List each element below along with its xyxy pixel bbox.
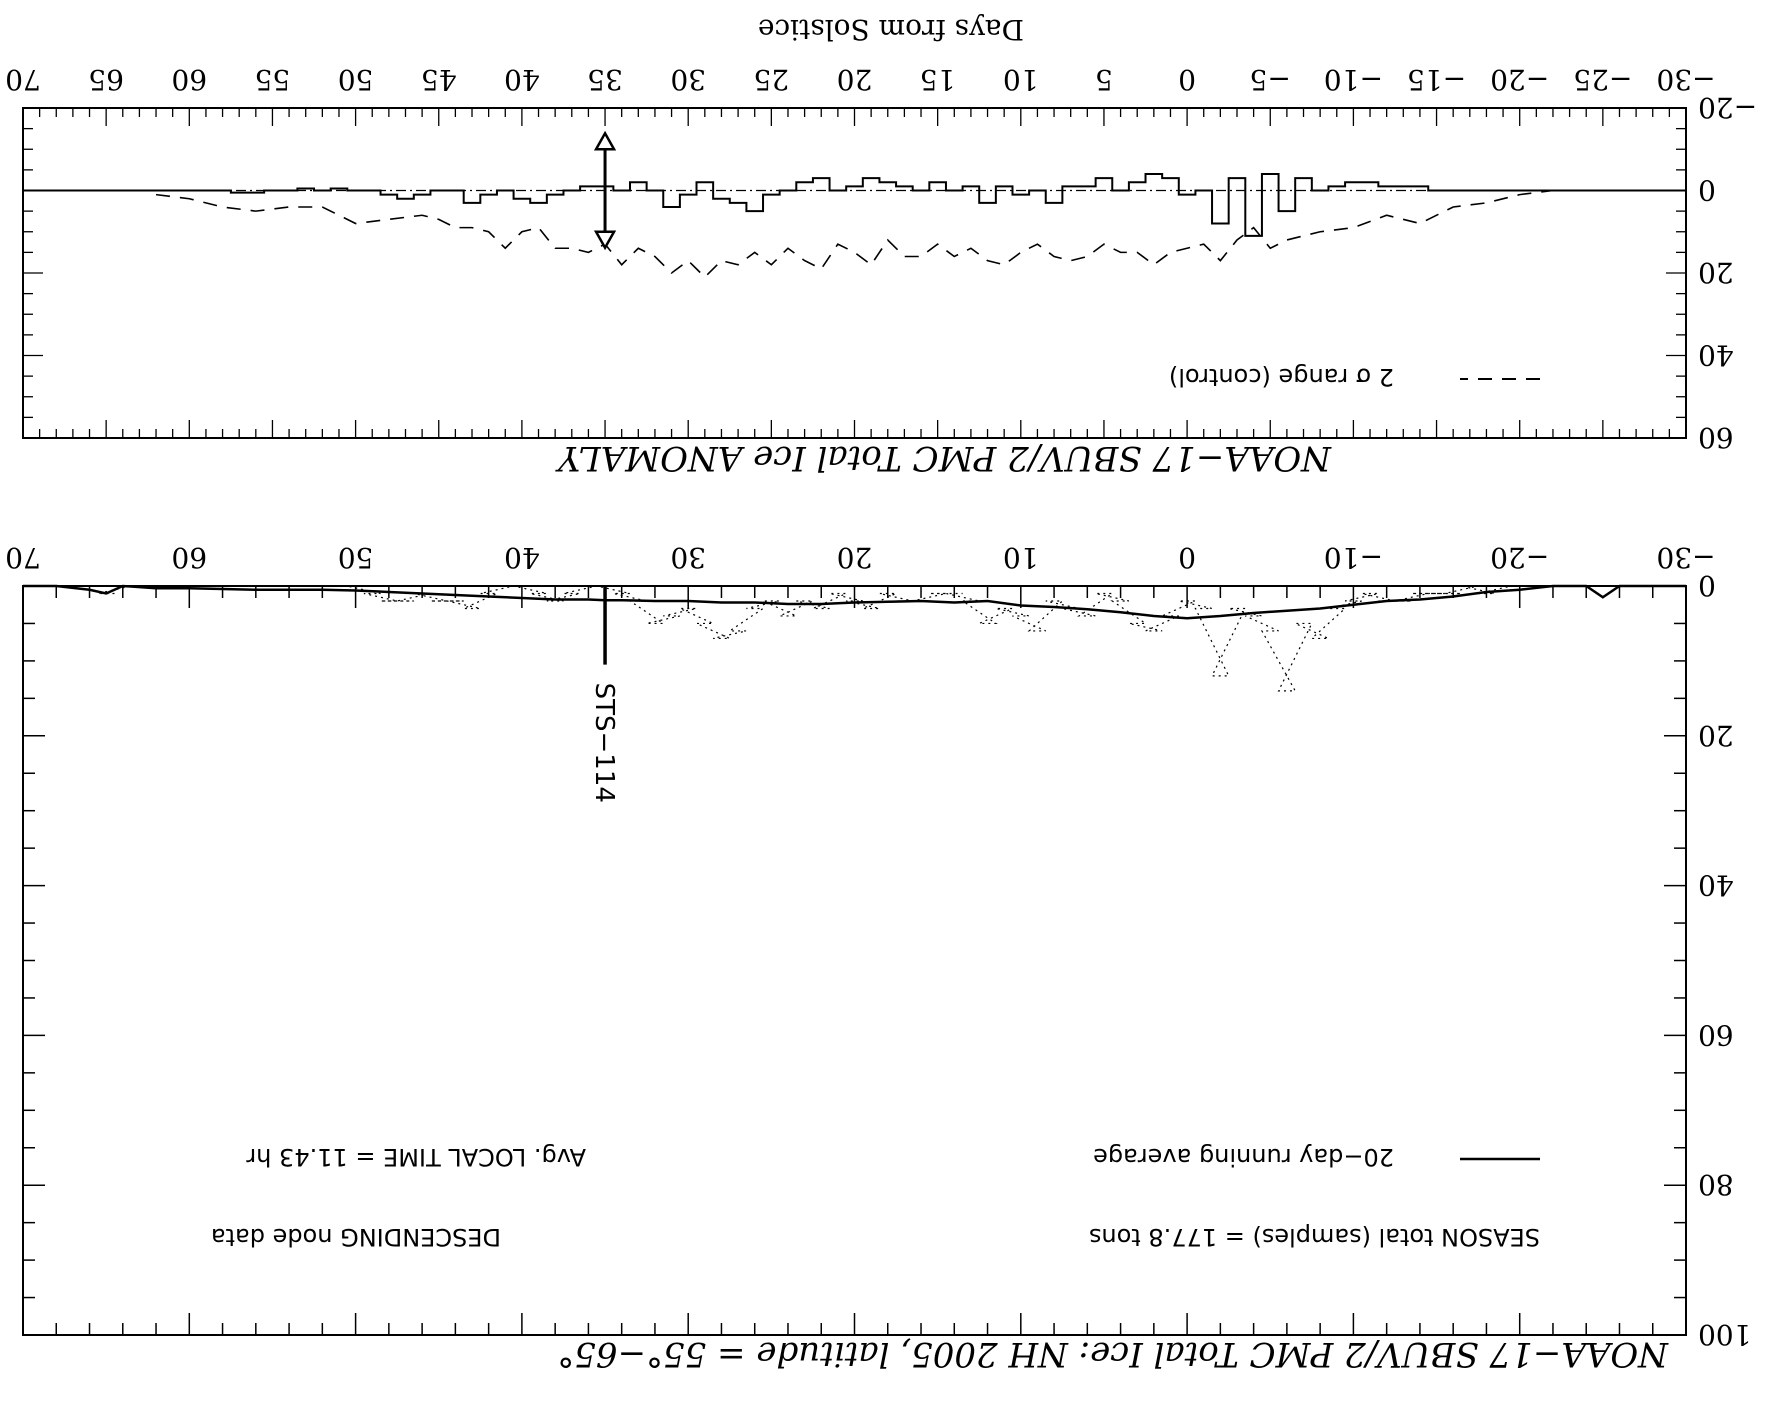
anomaly-x-tick-label: 55 (255, 63, 291, 96)
anomaly-x-tick-label: −25 (1573, 63, 1632, 96)
anomaly-x-tick-label: 15 (920, 63, 956, 96)
anomaly-x-tick-label: 35 (587, 63, 623, 96)
anomaly-x-tick-label: 45 (421, 63, 457, 96)
main-y-tick-label: 0 (1698, 569, 1716, 602)
anomaly-y-tick-label: 60 (1698, 421, 1734, 454)
main-y-tick-label: 80 (1698, 1168, 1734, 1201)
anomaly-x-tick-label: −10 (1324, 63, 1383, 96)
running-average-line (23, 584, 1686, 620)
anomaly-x-tick-label: 5 (1095, 63, 1113, 96)
anomaly-marker-triangle-bottom (593, 230, 617, 251)
main-x-tick-label: 10 (1003, 541, 1039, 574)
anomaly-y-tick-label: −20 (1698, 91, 1757, 124)
main-x-tick-label: 30 (670, 541, 706, 574)
anomaly-legend: 2 σ range (control) (1169, 363, 1540, 391)
anomaly-y-axis: 60 40 20 0 −20 (23, 91, 1757, 454)
anomaly-plot-frame (22, 107, 1687, 439)
anomaly-x-tick-label: 40 (504, 63, 540, 96)
main-y-tick-label: 20 (1698, 719, 1734, 752)
anomaly-x-tick-label: 0 (1178, 63, 1196, 96)
local-time-text: Avg. LOCAL TIME = 11.43 hr (246, 1143, 586, 1171)
main-x-tick-label: 0 (1178, 541, 1196, 574)
samples-step-line (97, 585, 1529, 692)
anomaly-legend-label: 2 σ range (control) (1169, 363, 1394, 391)
anomaly-x-axis-label: Days from Solstice (758, 13, 1024, 46)
sts-114-label: STS−114 (589, 683, 619, 803)
anomaly-x-tick-label: −15 (1407, 63, 1466, 96)
anomaly-x-tick-label: 25 (754, 63, 790, 96)
main-x-tick-label: 60 (171, 541, 207, 574)
main-y-axis: 100 80 60 40 20 0 (23, 569, 1751, 1351)
season-total-text: SEASON total (samples) = 177.8 tons (1089, 1223, 1540, 1251)
main-title: NOAA−17 SBUV/2 PMC Total Ice: NH 2005, l… (557, 1334, 1669, 1374)
main-y-tick-label: 60 (1698, 1018, 1734, 1051)
anomaly-x-tick-label: 65 (88, 63, 124, 96)
anomaly-panel: 70 65 60 55 50 45 40 35 30 25 20 15 10 5 0 −5 −10 −15 −20−… (5, 13, 1757, 478)
main-x-tick-label: 40 (504, 541, 540, 574)
anomaly-y-tick-label: 20 (1698, 256, 1734, 289)
main-x-tick-label: −10 (1324, 541, 1383, 574)
main-series-layer (23, 584, 1686, 692)
main-x-tick-label: 20 (837, 541, 873, 574)
anomaly-title: NOAA−17 SBUV/2 PMC Total Ice ANOMALY (554, 438, 1332, 478)
anomaly-x-tick-label: 60 (171, 63, 207, 96)
main-y-tick-label: 100 (1698, 1318, 1751, 1351)
anomaly-y-tick-label: 0 (1698, 174, 1716, 207)
anomaly-series-layer (23, 173, 1686, 279)
main-x-tick-label: −20 (1490, 541, 1549, 574)
anomaly-x-tick-label: −5 (1250, 63, 1291, 96)
anomaly-marker (593, 130, 617, 251)
main-y-tick-label: 40 (1698, 869, 1734, 902)
anomaly-y-tick-label: 40 (1698, 339, 1734, 372)
anomaly-step-line (180, 173, 1529, 237)
sts-114-marker: STS−114 (589, 586, 619, 803)
anomaly-marker-triangle-top (593, 130, 617, 151)
anomaly-x-axis: 70 65 60 55 50 45 40 35 30 25 20 15 10 5 0 −5 −10 −15 −20−… (5, 63, 1716, 438)
anomaly-x-tick-label: 70 (5, 63, 41, 96)
anomaly-x-tick-label: 50 (338, 63, 374, 96)
main-legend: 20−day running average (1093, 1143, 1540, 1171)
main-x-axis: 70 60 50 40 30 20 10 0 −10 −20 −30 (5, 541, 1716, 1335)
anomaly-x-tick-label: −30 (1656, 63, 1715, 96)
anomaly-x-tick-label: 30 (670, 63, 706, 96)
main-plot-frame (22, 585, 1687, 1336)
main-x-tick-label: −30 (1656, 541, 1715, 574)
anomaly-x-tick-label: −20 (1490, 63, 1549, 96)
main-legend-label: 20−day running average (1093, 1143, 1394, 1171)
main-x-tick-label: 50 (338, 541, 374, 574)
main-x-tick-label: 70 (5, 541, 41, 574)
node-text: DESCENDING node data (211, 1223, 501, 1251)
anomaly-x-tick-label: 10 (1003, 63, 1039, 96)
anomaly-x-tick-label: 20 (837, 63, 873, 96)
two-sigma-dashed-line (155, 189, 1554, 279)
